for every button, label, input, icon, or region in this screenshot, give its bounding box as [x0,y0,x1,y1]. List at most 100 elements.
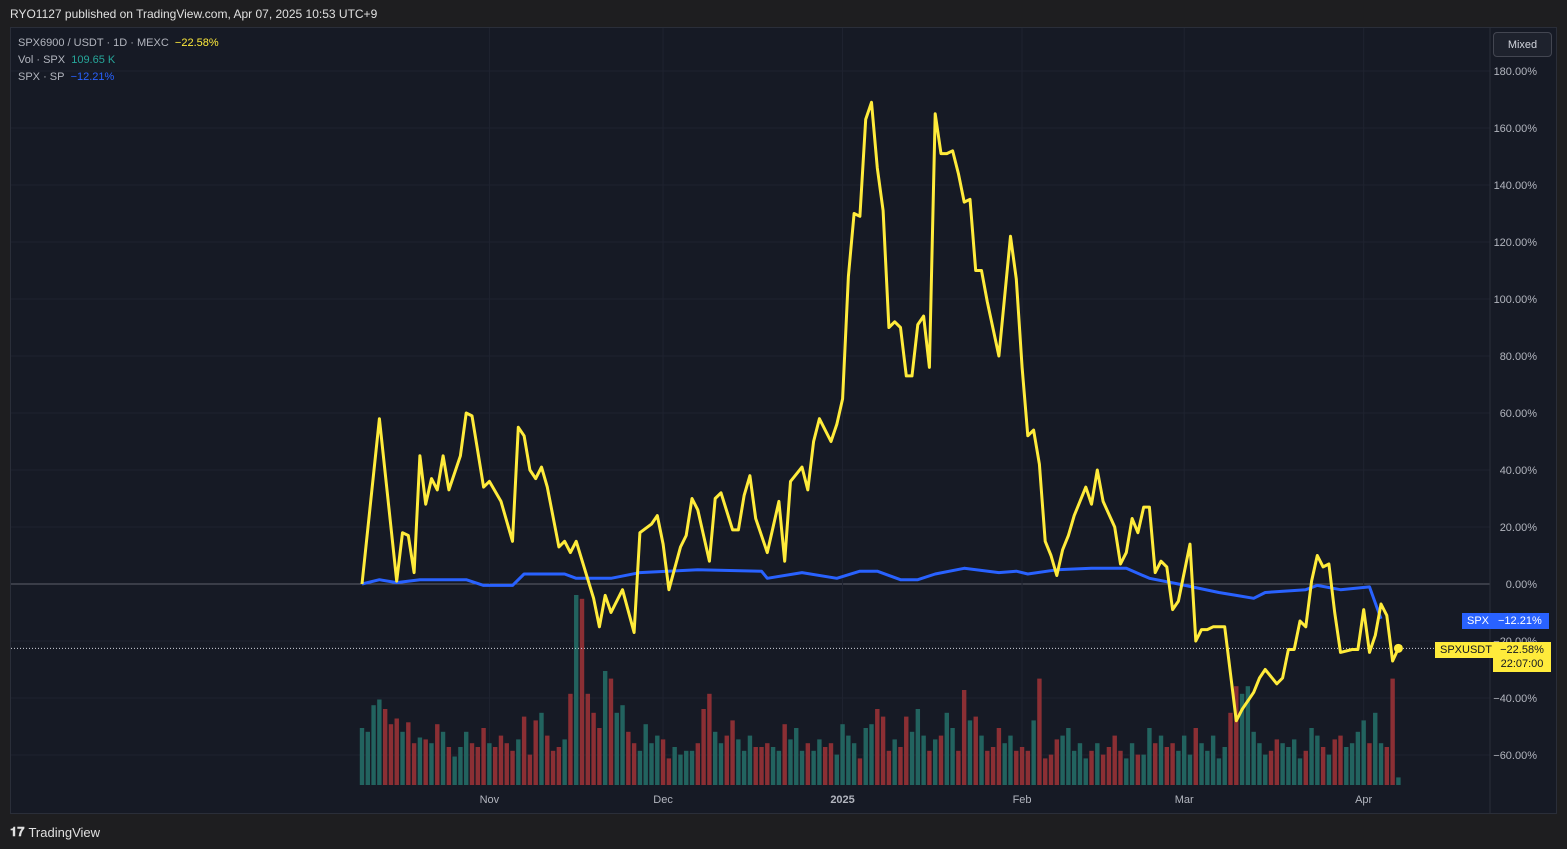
volume-bar [689,750,695,785]
volume-bar [1332,739,1337,785]
volume-bar [736,739,741,785]
last-point-marker [1393,643,1403,653]
y-tick-label: −40.00% [1493,693,1537,705]
volume-bar [892,739,897,785]
scale-mode-button[interactable]: Mixed [1493,32,1552,57]
y-tick-label: 20.00% [1500,522,1538,534]
volume-bar [1048,754,1054,785]
volume-bar [1002,743,1007,785]
volume-bar [429,743,434,785]
legend-compare[interactable]: SPX · SP −12.21% [18,71,115,83]
volume-bar [423,739,428,785]
volume-bar [440,731,446,785]
volume-bar [1025,750,1031,785]
volume-bar [765,743,770,785]
volume-bar [539,712,544,785]
volume-bar [516,739,521,785]
volume-bar [1373,712,1378,785]
x-tick-label: Apr [1355,794,1372,806]
volume-bar [533,720,538,785]
volume-bar [1141,754,1146,785]
y-tick-label: 100.00% [1494,294,1538,306]
y-tick-label: 60.00% [1500,408,1538,420]
volume-bar [1280,743,1285,785]
volume-bar [823,747,828,785]
volume-bar [672,747,677,785]
volume-bar [1257,743,1262,785]
tv-logo-icon: 𝟏𝟕 [10,824,25,839]
chart-pane[interactable] [10,27,1557,814]
volume-bar [1129,743,1135,785]
volume-bar [1043,758,1048,785]
volume-bar [1210,735,1216,785]
volume-bar [1396,777,1401,785]
volume-bar [851,743,857,785]
main-value-tag: −22.58% 22:07:00 [1493,642,1551,672]
main-symbol-tag: SPXUSDT [1435,642,1497,658]
y-tick-label: 120.00% [1494,237,1538,249]
volume-bar [1361,720,1366,785]
volume-bar [950,728,955,785]
volume-bar [620,705,625,785]
legend-main[interactable]: SPX6900 / USDT · 1D · MEXC −22.58% [18,37,219,49]
x-tick-label: 2025 [830,794,854,806]
volume-bar [1153,743,1158,785]
volume-bar [1071,750,1077,785]
volume-bar [712,731,718,785]
volume-bar [741,750,747,785]
volume-bar [1390,678,1395,785]
volume-bar [904,716,909,785]
volume-bar [869,724,874,785]
volume-bar [1239,693,1245,785]
volume-bar [1106,747,1112,785]
volume-bar [371,705,376,785]
volume-bar [637,750,643,785]
volume-bar [1291,739,1297,785]
volume-bar [956,750,961,785]
volume-bar [684,750,689,785]
volume-bar [1326,754,1332,785]
volume-bar [1193,728,1198,785]
legend-volume[interactable]: Vol · SPX 109.65 K [18,54,116,66]
volume-bar [1251,731,1256,785]
volume-bar [608,678,614,785]
volume-bar [1083,758,1088,785]
volume-bar [464,731,469,785]
tradingview-logo[interactable]: 𝟏𝟕 TradingView [10,824,101,840]
legend-main-value: −22.58% [174,37,219,49]
x-tick-label: Dec [653,794,673,806]
volume-bar [1176,750,1181,785]
legend-volume-value: 109.65 K [71,54,116,66]
volume-bar [1315,735,1320,785]
volume-bar [649,743,654,785]
volume-bar [1355,731,1361,785]
volume-bar [417,737,423,785]
y-tick-label: 40.00% [1500,465,1538,477]
legend: SPX6900 / USDT · 1D · MEXC −22.58% Vol ·… [18,35,219,86]
volume-bar [626,731,631,785]
volume-bar [388,724,394,785]
volume-bar [504,743,509,785]
volume-bar [591,712,596,785]
volume-bar [631,743,637,785]
volume-bar [782,724,787,785]
volume-bar [996,728,1002,785]
volume-bar [817,739,822,785]
volume-bar [498,735,504,785]
volume-bar [1338,735,1343,785]
volume-bar [990,747,996,785]
series-line-spxusdt[interactable] [360,100,1400,723]
volume-bar [967,720,973,785]
volume-bar [759,747,764,785]
volume-bar [863,728,868,785]
volume-bar [1344,747,1349,785]
volume-bar [435,724,440,785]
volume-bar [1066,728,1071,785]
volume-bar [1147,728,1152,785]
volume-bar [1158,735,1164,785]
volume-bar [585,693,591,785]
volume-bar [1205,750,1210,785]
volume-bar [1274,739,1280,785]
series-line-spx[interactable] [361,566,1383,620]
